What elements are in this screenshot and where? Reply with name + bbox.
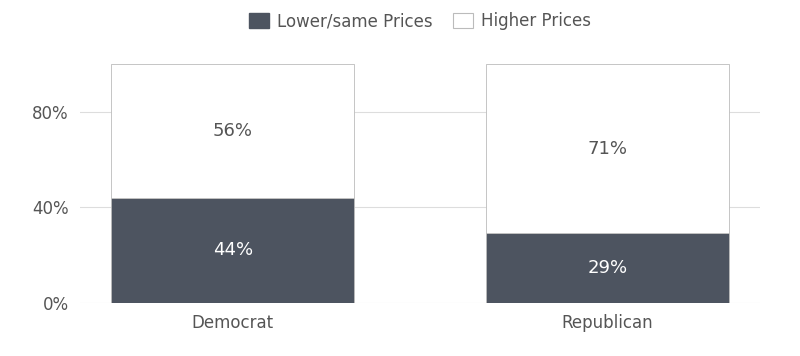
Bar <box>111 198 354 303</box>
Bar <box>111 64 354 198</box>
Bar <box>486 234 729 303</box>
Text: 29%: 29% <box>587 259 627 277</box>
Legend: Lower/same Prices, Higher Prices: Lower/same Prices, Higher Prices <box>242 6 598 37</box>
Bar <box>486 64 729 234</box>
Text: 71%: 71% <box>587 140 627 158</box>
Text: 44%: 44% <box>213 241 253 259</box>
Text: 56%: 56% <box>213 122 253 140</box>
